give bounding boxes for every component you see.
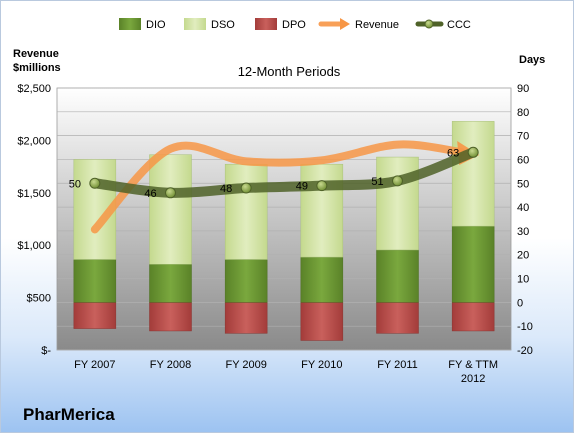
company-name: PharMerica (23, 405, 115, 424)
right-axis-title: Days (519, 54, 545, 66)
bar-dio (451, 225, 495, 303)
ccc-data-label: 46 (144, 188, 156, 200)
bar-dpo (451, 302, 495, 332)
category-label: FY 2010 (301, 359, 342, 371)
left-tick-label: $2,500 (17, 83, 51, 95)
left-axis-title-line-2: $millions (13, 62, 61, 74)
plot-area (56, 87, 512, 351)
ccc-marker (165, 187, 176, 199)
grid-layer (57, 87, 511, 351)
right-tick-label: 0 (517, 297, 523, 309)
category-label: FY 2007 (74, 359, 115, 371)
right-tick-label: 20 (517, 250, 529, 262)
bar-dpo (376, 302, 419, 334)
ccc-data-label: 48 (220, 183, 232, 195)
chart-title: 12-Month Periods (238, 64, 341, 79)
right-tick-label: -20 (517, 345, 533, 357)
bar-dio (149, 264, 192, 303)
right-tick-label: 80 (517, 107, 529, 119)
right-tick-label: 10 (517, 274, 529, 286)
ccc-data-label: 51 (371, 176, 383, 188)
bar-dso (451, 121, 495, 227)
legend-swatch-dso (184, 18, 206, 30)
left-tick-label: $2,000 (17, 135, 51, 147)
right-tick-label: 70 (517, 131, 529, 143)
legend-label-dpo: DPO (282, 19, 306, 31)
legend-swatch-dio (119, 18, 141, 30)
ccc-marker (89, 177, 101, 189)
legend-swatch-revenue-arrowhead (340, 18, 350, 30)
ccc-marker (316, 180, 328, 192)
right-tick-label: 50 (517, 178, 529, 190)
bar-dio (376, 249, 419, 303)
axes-layer: $- $500 $1,000 $1,500 $2,000 $2,500 -20 -10 0 10 2… (17, 83, 533, 385)
right-tick-label: -10 (517, 321, 533, 333)
bar-dpo (73, 302, 117, 329)
category-label: FY 2009 (225, 359, 266, 371)
bar-dio (300, 256, 344, 303)
ccc-data-label: 49 (296, 181, 308, 193)
legend-label-revenue: Revenue (355, 19, 399, 31)
revenue-line (90, 140, 466, 234)
category-label: FY & TTM (448, 359, 498, 371)
legend-label-dio: DIO (146, 19, 166, 31)
right-tick-label: 90 (517, 83, 529, 95)
category-label: FY 2011 (377, 359, 418, 371)
right-tick-label: 30 (517, 226, 529, 238)
ccc-marker (467, 146, 479, 158)
left-axis-title-line-1: Revenue (13, 48, 59, 60)
ccc-line (89, 147, 479, 198)
ccc-marker (240, 182, 252, 194)
legend-label-ccc: CCC (447, 19, 471, 31)
bar-dio (73, 259, 117, 303)
legend-swatch-ccc-marker (424, 19, 434, 29)
bar-dso (149, 154, 192, 265)
ccc-marker (392, 175, 403, 187)
left-tick-label: $1,000 (17, 240, 51, 252)
ccc-data-label: 50 (69, 178, 81, 190)
left-tick-label: $500 (27, 293, 51, 305)
bar-dso (224, 163, 268, 260)
legend-swatch-dpo (255, 18, 277, 30)
lines-layer: 50 46 48 49 51 63 (69, 140, 480, 234)
bar-dso (300, 163, 344, 258)
ccc-data-label: 63 (447, 147, 459, 159)
legend-label-dso: DSO (211, 19, 235, 31)
bar-dpo (224, 302, 268, 334)
bar-dso (376, 156, 419, 251)
bar-dpo (300, 302, 344, 341)
right-tick-label: 60 (517, 154, 529, 166)
right-tick-label: 40 (517, 202, 529, 214)
bar-dpo (149, 302, 192, 332)
category-label: 2012 (461, 373, 485, 385)
left-tick-label: $1,500 (17, 188, 51, 200)
left-tick-label: $- (41, 345, 51, 357)
bar-dio (224, 259, 268, 303)
legend: DIO DSO DPO Revenue CCC (119, 18, 471, 31)
category-label: FY 2008 (150, 359, 191, 371)
